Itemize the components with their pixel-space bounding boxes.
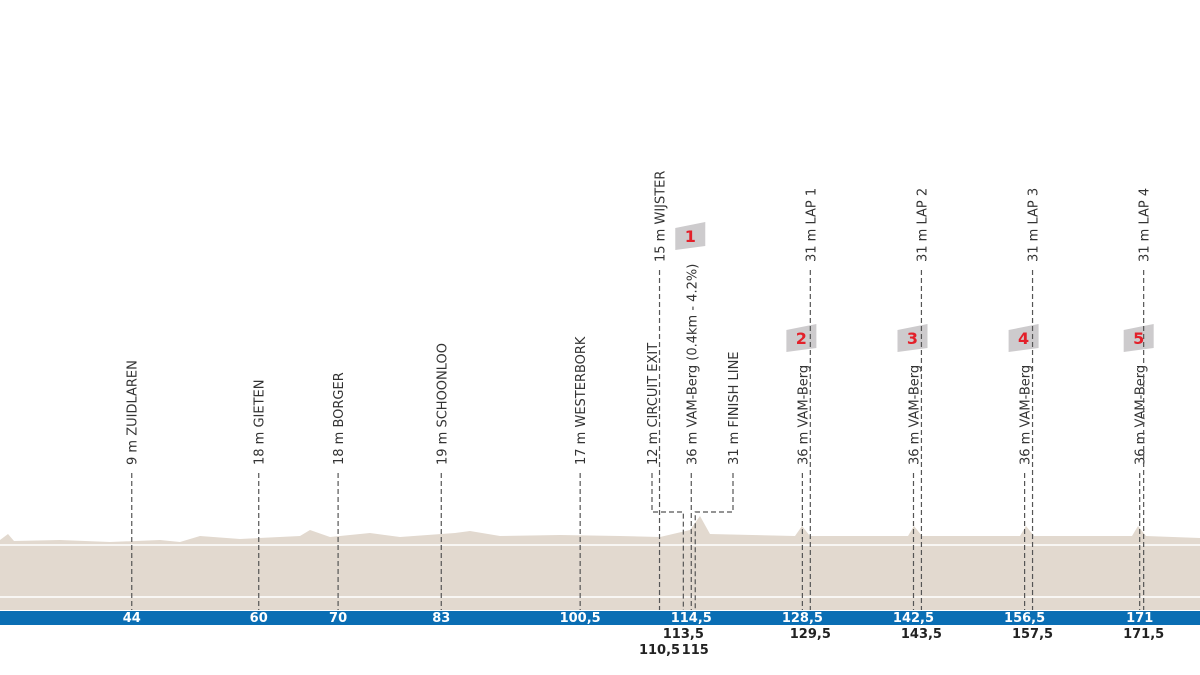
marker-label: 12 m CIRCUIT EXIT [646,343,661,465]
km-label: 60 [250,611,268,626]
marker-label: 31 m LAP 3 [1027,188,1042,262]
marker-line [651,473,684,610]
marker-label: 15 m WIJSTER [654,171,669,262]
marker-label: 36 m VAM-Berg [1019,365,1034,465]
km-label: 113,5 [663,627,704,642]
km-label: 128,5 [782,611,823,626]
climb-badge [1008,324,1039,352]
marker-label: 17 m WESTERBORK [574,336,589,465]
marker-line [694,473,734,610]
marker-label: 36 m VAM-Berg [907,365,922,465]
marker-label: 31 m LAP 4 [1138,188,1153,262]
km-label: 115 [682,643,709,658]
km-label: 70 [329,611,347,626]
km-label: 114,5 [671,611,712,626]
km-label: 157,5 [1012,627,1053,642]
km-label: 44 [123,611,141,626]
km-label: 100,5 [560,611,601,626]
climb-badge [675,222,706,250]
marker-label: 36 m VAM-Berg [796,365,811,465]
km-label: 143,5 [901,627,942,642]
climb-number: 2 [796,329,807,348]
marker-label: 18 m GIETEN [253,380,268,465]
terrain [0,516,1200,610]
km-label: 129,5 [790,627,831,642]
climb-number: 3 [907,329,918,348]
marker-label: 18 m BORGER [332,372,347,465]
km-label: 156,5 [1004,611,1045,626]
climb-number: 5 [1133,329,1144,348]
marker-label: 36 m VAM-Berg [1134,365,1149,465]
climb-number: 1 [685,227,696,246]
marker-label: 9 m ZUIDLAREN [126,360,141,465]
km-label: 171,5 [1123,627,1164,642]
marker-label: 19 m SCHOONLOO [435,343,450,465]
km-label: 110,5 [639,643,680,658]
km-band [0,611,1200,625]
marker-label: 31 m LAP 2 [915,188,930,262]
marker-label: 36 m VAM-Berg (0.4km - 4.2%) [685,264,700,465]
km-label: 171 [1126,611,1153,626]
marker-label: 31 m LAP 1 [804,188,819,262]
km-label: 142,5 [893,611,934,626]
marker-label: 31 m FINISH LINE [727,351,742,465]
climb-number: 4 [1018,329,1029,348]
climb-badge [1123,324,1154,352]
km-label: 83 [432,611,450,626]
climb-badge [897,324,928,352]
climb-badge [786,324,817,352]
